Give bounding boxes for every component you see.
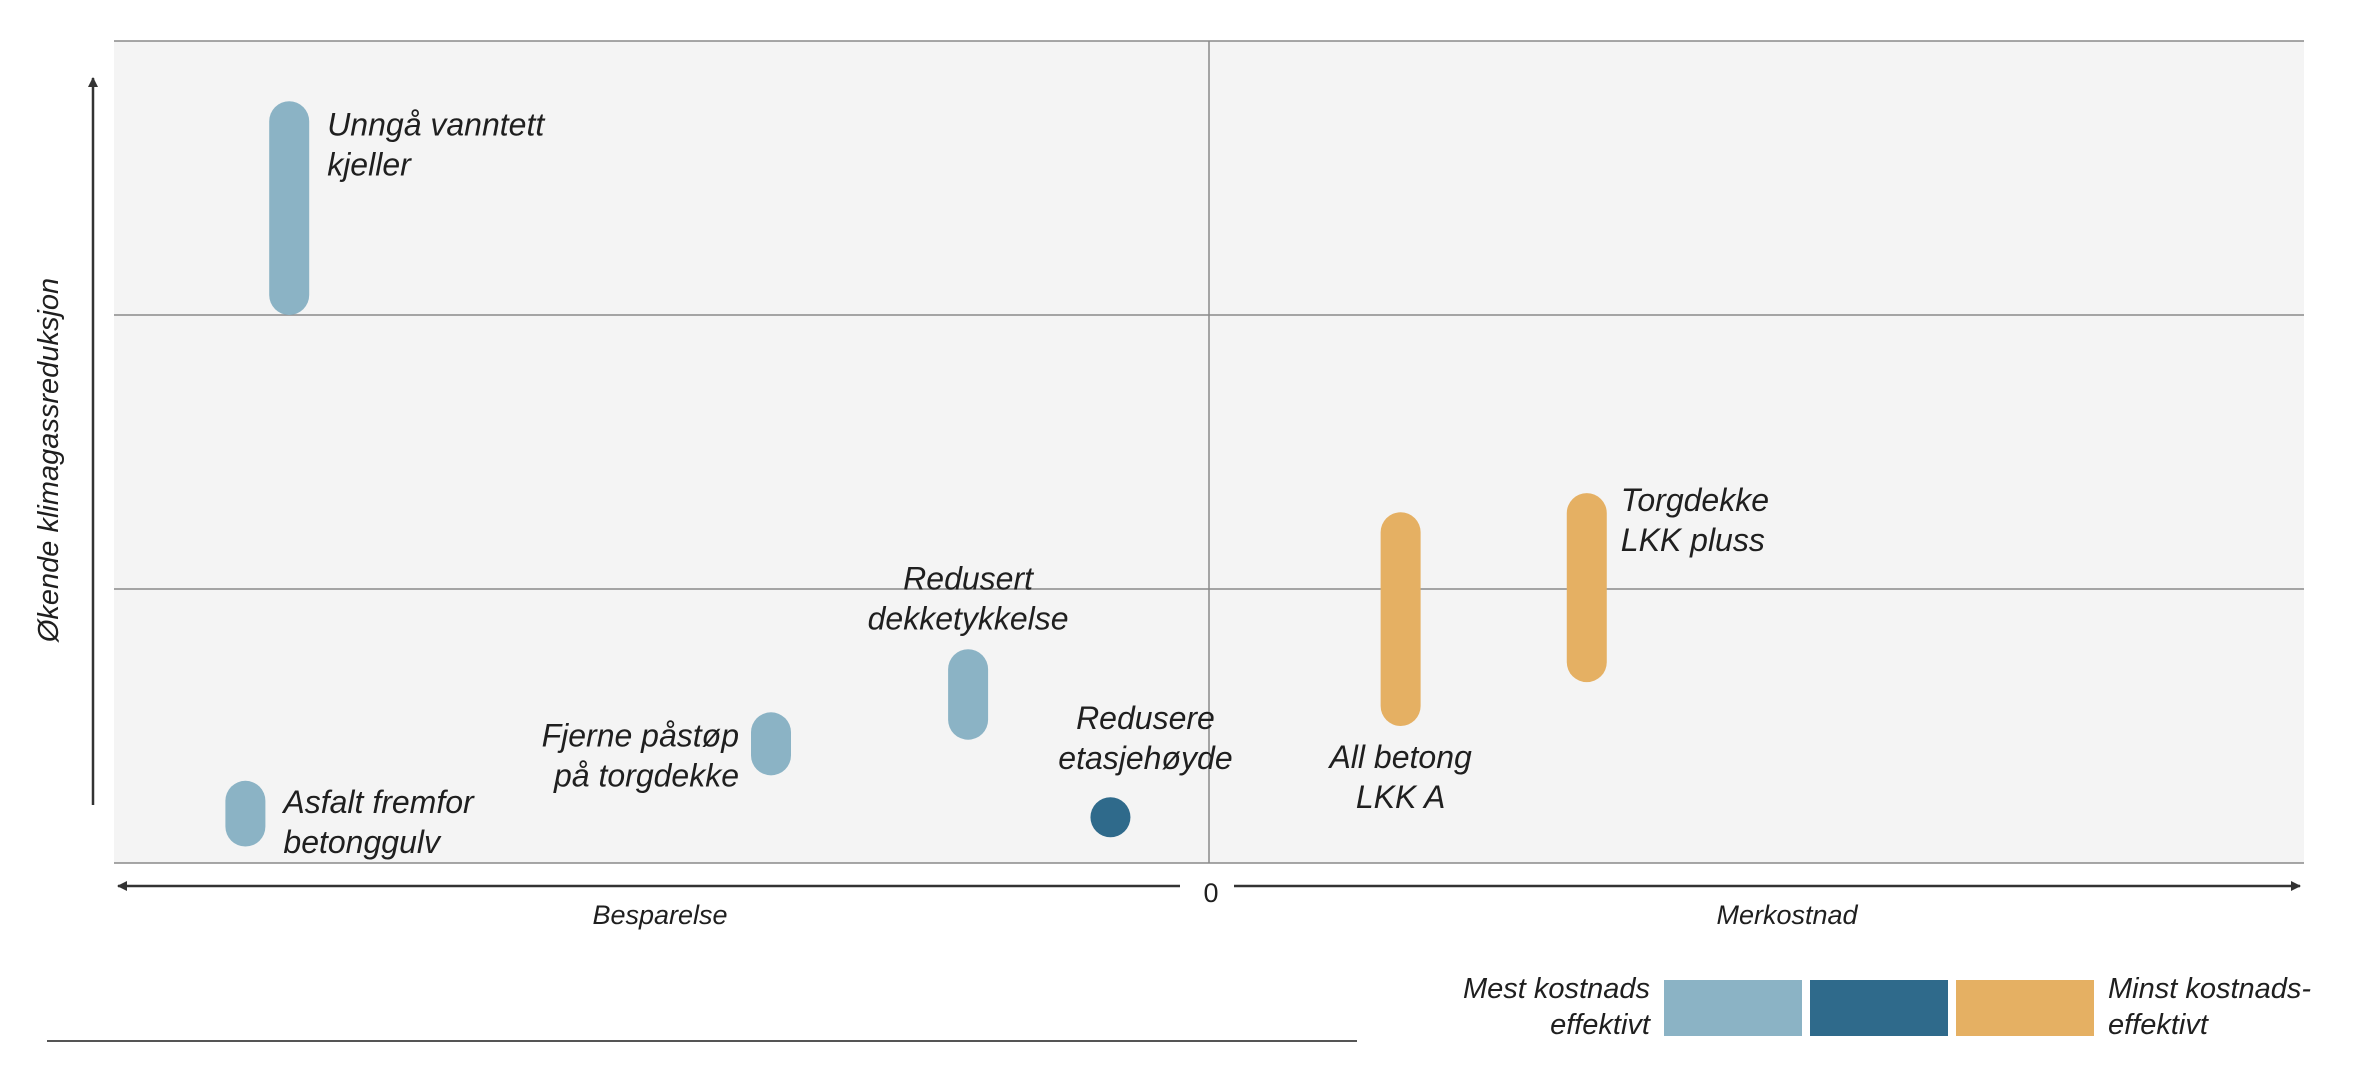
- x-axis-label-left: Besparelse: [592, 900, 727, 930]
- range-bar-6: [1380, 512, 1421, 726]
- range-bar-2: [225, 780, 266, 847]
- range-label-5-line-2: etasjehøyde: [1058, 740, 1232, 776]
- range-label-4-line-1: Redusert: [903, 560, 1034, 596]
- grid-lines: [114, 40, 2304, 864]
- legend: Mest kostnads effektivt Minst kostnads- …: [1463, 973, 2311, 1041]
- range-label-2: Asfalt fremfor betonggulv: [281, 784, 475, 860]
- range-label-7-line-2: LKK pluss: [1621, 522, 1765, 558]
- x-zero-label: 0: [1203, 878, 1218, 908]
- range-label-5: Redusere etasjehøyde: [1058, 700, 1232, 776]
- range-bar-3: [751, 712, 791, 776]
- y-axis-label: Økende klimagassreduksjon: [33, 278, 65, 643]
- range-label-7: Torgdekke LKK pluss: [1621, 482, 1769, 558]
- legend-right-label-line1: Minst kostnads-: [2108, 973, 2311, 1005]
- range-bars: [225, 101, 1607, 847]
- range-label-6: All betong LKK A: [1327, 739, 1472, 815]
- legend-swatch-light: [1664, 980, 1802, 1036]
- legend-swatch-dark: [1810, 980, 1948, 1036]
- range-label-1: Unngå vanntett kjeller: [327, 106, 545, 182]
- range-label-7-line-1: Torgdekke: [1621, 482, 1769, 518]
- range-label-3-line-1: Fjerne påstøp: [542, 717, 739, 753]
- range-label-2-line-2: betonggulv: [283, 824, 442, 860]
- range-label-4-line-2: dekketykkelse: [868, 600, 1069, 636]
- range-label-3-line-2: på torgdekke: [553, 757, 739, 793]
- range-label-3: Fjerne påstøp på torgdekke: [542, 717, 739, 793]
- range-bar-4: [948, 649, 989, 740]
- range-labels: Unngå vanntett kjeller Asfalt fremfor beton…: [281, 106, 1769, 860]
- range-label-1-line-1: Unngå vanntett: [327, 106, 545, 142]
- x-axis-label-right: Merkostnad: [1716, 900, 1858, 930]
- legend-swatch-orange: [1956, 980, 2094, 1036]
- range-bar-1: [269, 101, 310, 315]
- range-bar-7: [1566, 493, 1607, 683]
- legend-left-label-line1: Mest kostnads: [1463, 973, 1650, 1005]
- legend-left-label-line2: effektivt: [1550, 1009, 1652, 1041]
- range-label-4: Redusert dekketykkelse: [868, 560, 1069, 636]
- range-label-1-line-2: kjeller: [327, 146, 412, 182]
- range-label-2-line-1: Asfalt fremfor: [281, 784, 475, 820]
- legend-right-label-line2: effektivt: [2108, 1009, 2210, 1041]
- range-label-5-line-1: Redusere: [1076, 700, 1215, 736]
- range-bar-5: [1090, 797, 1131, 838]
- axes: [88, 77, 2301, 891]
- range-label-6-line-2: LKK A: [1356, 779, 1446, 815]
- range-label-6-line-1: All betong: [1327, 739, 1472, 775]
